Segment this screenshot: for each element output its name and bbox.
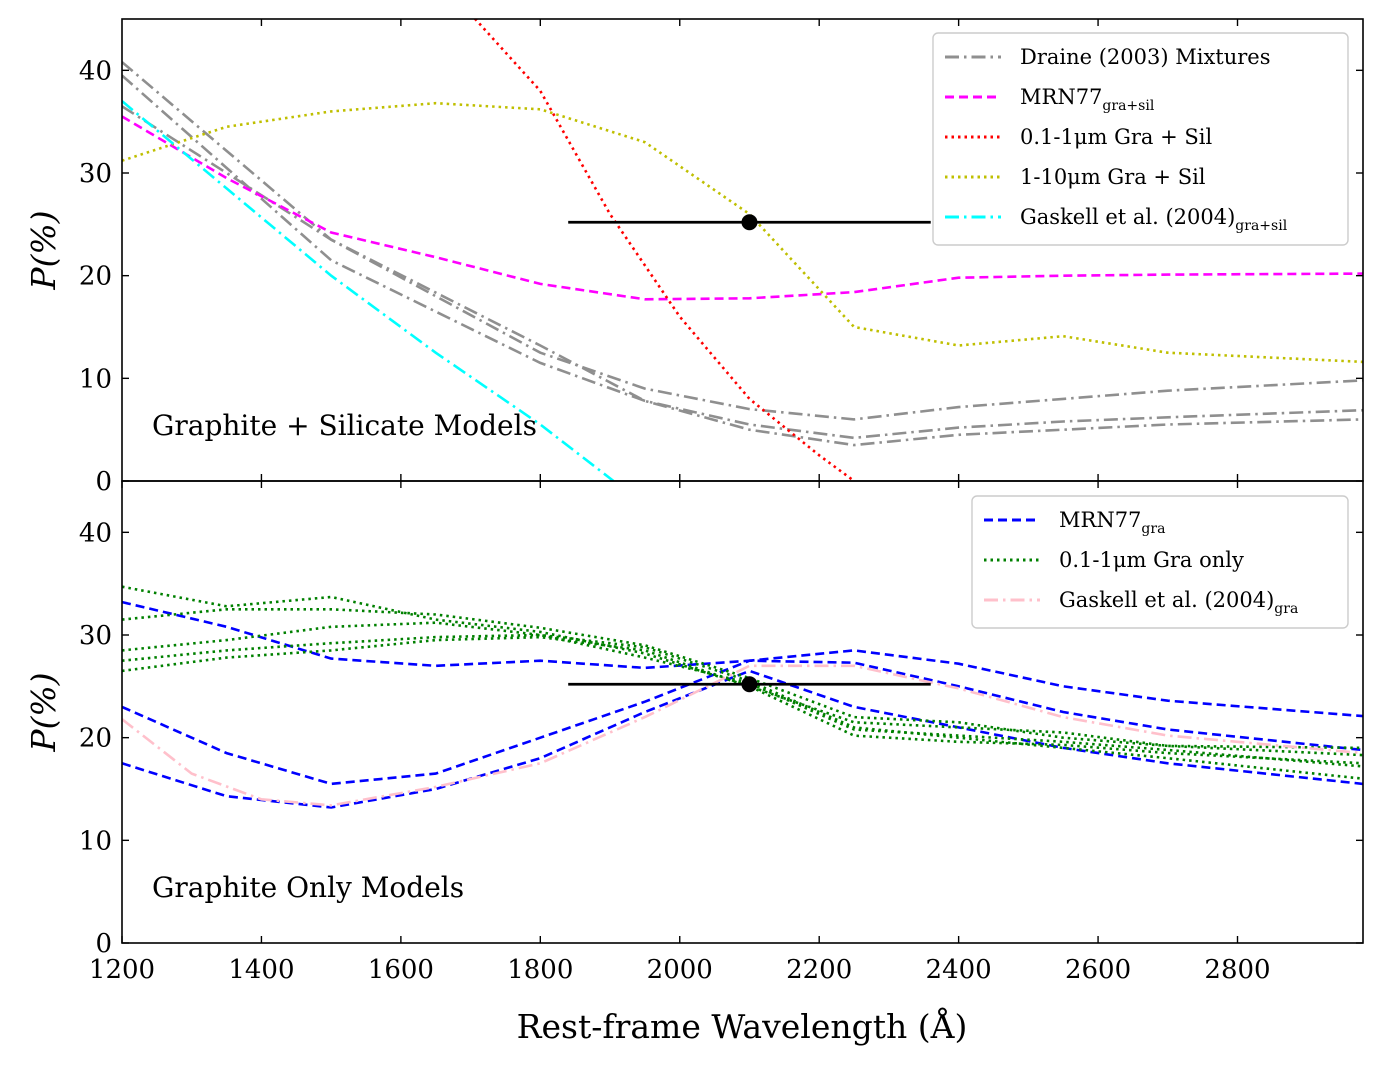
bottom-xtick-label: 1800 [507,955,573,985]
top-legend: Draine (2003) MixturesMRN77gra+sil0.1-1μ… [932,32,1349,246]
bottom-ytick-label: 10 [79,826,112,856]
top-legend-label-2: 0.1-1μm Gra + Sil [1020,125,1212,149]
bottom-xtick-label: 2000 [647,955,713,985]
top-ytick-label: 20 [79,262,112,292]
top-ytick-label: 30 [79,159,112,189]
bottom-series-line-7 [122,635,1363,765]
bottom-series-line-8 [122,664,1363,807]
panel-bottom: 1200 1400 1600 1800 2000 2200 2400 2600 2800 0 10 2… [24,480,1364,985]
bottom-legend-label-1: 0.1-1μm Gra only [1059,548,1244,572]
top-series-line-1 [122,74,1363,440]
top-series-line-4 [473,19,855,481]
bottom-observation [568,676,931,693]
top-ytick-label: 0 [95,467,112,497]
top-legend-subscript-1: gra+sil [1102,98,1154,114]
x-axis-label: Rest-frame Wavelength (Å) [517,1006,968,1046]
bottom-legend-box [971,495,1349,629]
top-series-line-3 [122,115,1363,301]
top-series-line-5 [122,101,1363,364]
bottom-xtick-label: 2200 [786,955,852,985]
bottom-plot-frame [121,480,1364,944]
top-observation [568,214,931,231]
bottom-legend-subscript-2: gra [1274,601,1298,617]
bottom-series-line-5 [122,621,1363,768]
top-legend-label-3: 1-10μm Gra + Sil [1020,165,1206,189]
bottom-series-line-6 [122,633,1363,780]
bottom-xtick-label: 2800 [1204,955,1270,985]
top-legend-label-0: Draine (2003) Mixtures [1020,45,1271,69]
top-ytick-label: 10 [79,364,112,394]
bottom-series-line-1 [122,649,1363,786]
bottom-ylabel: P(%) [24,672,63,752]
bottom-xtick-label: 1600 [368,955,434,985]
bottom-xtick-label: 1400 [228,955,294,985]
top-panel-annotation: Graphite + Silicate Models [152,409,537,442]
bottom-series-line-4 [122,607,1363,757]
top-legend-box [932,32,1349,246]
bottom-legend-subscript-0: gra [1141,521,1165,537]
bottom-series [122,585,1363,809]
bottom-ytick-label: 40 [79,518,112,548]
bottom-series-line-3 [122,585,1363,750]
bottom-ticks: 1200 1400 1600 1800 2000 2200 2400 2600 2800 0 10 2… [79,481,1363,985]
bottom-xtick-label: 2600 [1065,955,1131,985]
top-series-line-2 [122,105,1363,447]
top-series-line-6 [122,100,615,481]
bottom-observation-point [741,676,758,693]
bottom-xtick-label: 2400 [926,955,992,985]
bottom-xtick-label: 1200 [89,955,155,985]
top-series-line-0 [122,61,1363,421]
bottom-ytick-label: 30 [79,621,112,651]
bottom-series-line-2 [122,669,1363,809]
bottom-series-line-0 [122,600,1363,752]
top-ytick-label: 40 [79,56,112,86]
panel-top: 0 10 20 30 40 P(%) Graphite + Silicate Model… [24,18,1364,497]
top-observation-point [741,214,758,231]
top-ticks: 0 10 20 30 40 [79,19,1363,497]
top-legend-subscript-4: gra+sil [1235,218,1287,234]
bottom-ytick-label: 0 [95,929,112,959]
bottom-ytick-label: 20 [79,724,112,754]
bottom-panel-annotation: Graphite Only Models [152,871,464,904]
top-ylabel: P(%) [24,210,63,290]
top-series [122,19,1363,481]
